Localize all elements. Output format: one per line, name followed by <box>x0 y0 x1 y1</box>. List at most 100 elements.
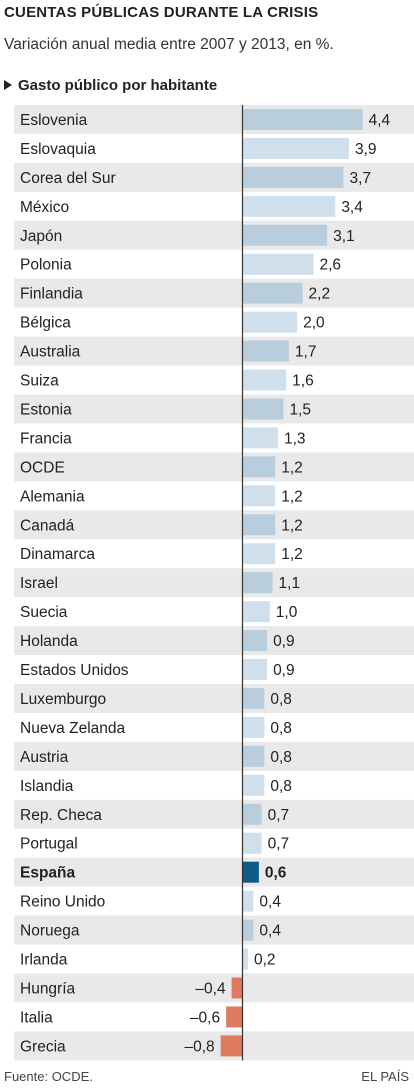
bar-3 <box>242 166 344 188</box>
category-label: Luxemburgo <box>20 691 106 708</box>
bar-10 <box>242 369 287 391</box>
section-heading: Gasto público por habitante <box>4 77 217 94</box>
bar-23 <box>242 745 265 767</box>
bar-29 <box>242 919 254 941</box>
bar-28 <box>242 890 254 912</box>
row-band <box>14 857 414 887</box>
value-label: 0,8 <box>270 749 292 766</box>
value-label: 3,1 <box>333 228 355 245</box>
bar-32 <box>226 1006 243 1028</box>
publisher-brand: EL PAÍS <box>361 1069 409 1084</box>
bar-21 <box>242 687 265 709</box>
value-label: 3,9 <box>355 141 377 158</box>
bar-14 <box>242 485 276 507</box>
value-label: 1,2 <box>281 546 303 563</box>
category-label: Noruega <box>20 923 80 940</box>
row-band <box>14 568 414 598</box>
category-label: México <box>20 199 69 216</box>
bar-20 <box>242 659 268 681</box>
category-label: OCDE <box>20 459 65 476</box>
source-note: Fuente: OCDE. <box>4 1069 93 1084</box>
bar-2 <box>242 137 349 159</box>
category-label: Reino Unido <box>20 894 105 911</box>
category-label: Dinamarca <box>20 546 95 563</box>
bar-5 <box>242 224 328 246</box>
row-band <box>14 278 414 308</box>
row-band <box>14 915 414 945</box>
bar-8 <box>242 311 298 333</box>
bar-1 <box>242 108 363 130</box>
bar-16 <box>242 543 276 565</box>
bar-19 <box>242 630 268 652</box>
value-label: –0,8 <box>184 1038 214 1055</box>
row-band <box>14 973 414 1003</box>
row-band <box>14 220 414 250</box>
category-label: Nueva Zelanda <box>20 720 126 737</box>
bar-18 <box>242 601 270 623</box>
category-label: Polonia <box>20 257 72 274</box>
value-label: 1,3 <box>284 430 306 447</box>
bar-17 <box>242 572 273 594</box>
value-label: 1,5 <box>289 401 311 418</box>
bar-24 <box>242 774 265 796</box>
value-label: 2,2 <box>309 286 331 303</box>
value-label: 1,1 <box>279 575 301 592</box>
row-band <box>14 741 414 771</box>
category-label: Austria <box>20 749 69 766</box>
category-label: Irlanda <box>20 952 68 969</box>
category-label: Bélgica <box>20 315 71 332</box>
row-band <box>14 162 414 192</box>
value-label: 2,6 <box>319 257 341 274</box>
row-band <box>14 336 414 366</box>
bar-27 <box>242 861 259 883</box>
category-label: Canadá <box>20 517 75 534</box>
value-label: 0,8 <box>270 720 292 737</box>
bar-9 <box>242 340 289 362</box>
bar-25 <box>242 803 262 825</box>
value-label: 0,4 <box>259 923 281 940</box>
row-band <box>14 452 414 482</box>
value-label: 1,0 <box>276 604 298 621</box>
bar-11 <box>242 398 284 420</box>
row-band <box>14 1031 414 1061</box>
bar-26 <box>242 832 262 854</box>
row-band <box>14 799 414 829</box>
row-band <box>14 684 414 713</box>
value-label: 0,4 <box>259 894 281 911</box>
value-label: 0,2 <box>254 952 276 969</box>
category-label: Holanda <box>20 633 78 650</box>
bar-6 <box>242 253 314 275</box>
chart-title: CUENTAS PÚBLICAS DURANTE LA CRISIS <box>4 4 319 21</box>
bar-30 <box>242 948 248 970</box>
value-label: 2,0 <box>303 315 325 332</box>
category-label: Suiza <box>20 373 59 390</box>
value-label: 1,2 <box>281 488 303 505</box>
value-label: 0,9 <box>273 633 295 650</box>
value-label: 0,7 <box>268 836 290 853</box>
bar-33 <box>220 1035 243 1057</box>
category-label: Japón <box>20 228 62 245</box>
bar-15 <box>242 514 276 536</box>
value-label: 1,2 <box>281 459 303 476</box>
value-label: 1,6 <box>292 373 314 390</box>
bar-13 <box>242 456 276 478</box>
category-label: Italia <box>20 1009 53 1026</box>
category-label: Islandia <box>20 778 74 795</box>
bar-7 <box>242 282 303 304</box>
bar-22 <box>242 716 265 738</box>
category-label: Australia <box>20 344 81 361</box>
value-label: 3,7 <box>350 170 372 187</box>
value-label: 0,6 <box>265 865 287 882</box>
category-label: Suecia <box>20 604 68 621</box>
value-label: –0,6 <box>190 1009 220 1026</box>
triangle-marker-icon <box>4 80 12 90</box>
category-label: Hungría <box>20 980 76 997</box>
category-label: Israel <box>20 575 58 592</box>
row-band <box>14 394 414 424</box>
value-label: 3,4 <box>341 199 363 216</box>
value-label: –0,4 <box>195 980 226 997</box>
chart-subtitle: Variación anual media entre 2007 y 2013,… <box>4 36 334 53</box>
row-band <box>14 626 414 656</box>
category-label: Francia <box>20 430 72 447</box>
